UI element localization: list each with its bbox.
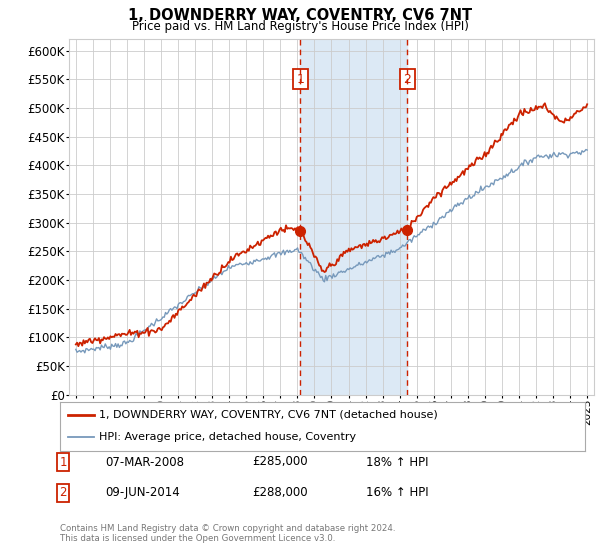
Text: HPI: Average price, detached house, Coventry: HPI: Average price, detached house, Cove… <box>100 432 356 442</box>
Text: 18% ↑ HPI: 18% ↑ HPI <box>366 455 428 469</box>
Text: 16% ↑ HPI: 16% ↑ HPI <box>366 486 428 500</box>
Text: 2: 2 <box>403 73 411 86</box>
Bar <box>301 39 407 395</box>
Text: £285,000: £285,000 <box>252 455 308 469</box>
Text: £288,000: £288,000 <box>252 486 308 500</box>
Text: 1, DOWNDERRY WAY, COVENTRY, CV6 7NT (detached house): 1, DOWNDERRY WAY, COVENTRY, CV6 7NT (det… <box>100 410 438 420</box>
Text: 2: 2 <box>59 486 67 500</box>
Text: 07-MAR-2008: 07-MAR-2008 <box>105 455 184 469</box>
Text: 1, DOWNDERRY WAY, COVENTRY, CV6 7NT: 1, DOWNDERRY WAY, COVENTRY, CV6 7NT <box>128 8 472 24</box>
Text: Price paid vs. HM Land Registry's House Price Index (HPI): Price paid vs. HM Land Registry's House … <box>131 20 469 32</box>
Text: 1: 1 <box>59 455 67 469</box>
Text: 09-JUN-2014: 09-JUN-2014 <box>105 486 180 500</box>
Text: 1: 1 <box>296 73 304 86</box>
Text: Contains HM Land Registry data © Crown copyright and database right 2024.
This d: Contains HM Land Registry data © Crown c… <box>60 524 395 543</box>
